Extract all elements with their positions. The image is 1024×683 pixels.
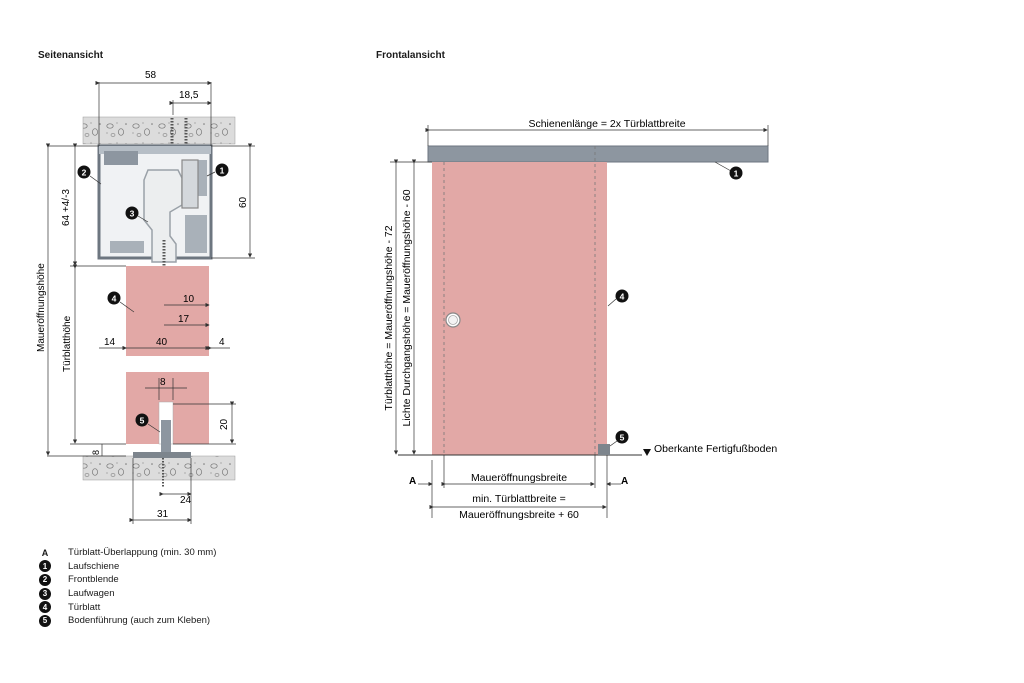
front-view: Schienenlänge = 2x Türblattbreite Türbla… <box>383 118 777 521</box>
clear-height-formula: Lichte Durchgangshöhe = Maueröffnungshöh… <box>401 189 413 426</box>
svg-text:5: 5 <box>140 416 145 426</box>
dim-door-height: Türblatthöhe <box>62 315 73 372</box>
legend-text: Türblatt-Überlappung (min. 30 mm) <box>68 547 217 559</box>
dim-opening-height: Maueröffnungshöhe <box>36 263 47 352</box>
dim-8-side: 8 <box>91 450 101 455</box>
dim-40: 40 <box>156 337 168 348</box>
legend-text: Laufwagen <box>68 588 115 600</box>
front-rail <box>427 145 769 163</box>
opening-width-label: Maueröffnungsbreite <box>471 472 567 484</box>
svg-text:4: 4 <box>620 292 625 302</box>
legend-number-badge: 3 <box>38 587 52 600</box>
side-view: 58 18,5 64 +4/-3 60 Maueröffnungshöhe Tü… <box>36 70 255 524</box>
front-view-heading: Frontalansicht <box>376 50 445 61</box>
svg-text:5: 5 <box>620 433 625 443</box>
legend-number-badge: 2 <box>38 573 52 586</box>
svg-text:2: 2 <box>82 168 87 178</box>
dim-31: 31 <box>157 509 169 520</box>
floor-guide <box>161 420 171 456</box>
legend-number-badge: 4 <box>38 601 52 614</box>
dim-18-5: 18,5 <box>179 90 199 101</box>
callout-4-side: 4 <box>107 291 135 313</box>
dim-17: 17 <box>178 314 190 325</box>
legend-key-label: 2 <box>39 573 51 586</box>
svg-text:4: 4 <box>112 294 117 304</box>
front-door <box>432 162 607 455</box>
legend-item: 1 Laufschiene <box>38 560 216 574</box>
legend-number-badge: 1 <box>38 560 52 573</box>
legend-key-label: A <box>41 547 49 558</box>
min-door-width-label-1: min. Türblattbreite = <box>472 493 565 505</box>
ceiling-concrete <box>82 116 236 145</box>
legend-text: Türblatt <box>68 601 101 613</box>
legend-text: Bodenführung (auch zum Kleben) <box>68 615 211 627</box>
callout-2-side: 2 <box>77 165 102 185</box>
callout-3-side: 3 <box>125 206 149 223</box>
callout-5-front: 5 <box>609 430 629 447</box>
floor-concrete <box>82 455 236 481</box>
dim-64: 64 +4/-3 <box>61 189 72 226</box>
dim-60: 60 <box>238 196 249 208</box>
legend-key-label: 3 <box>39 587 51 600</box>
callout-1-front: 1 <box>714 161 743 180</box>
legend-item: 2 Frontblende <box>38 573 216 587</box>
dim-24: 24 <box>180 495 192 506</box>
legend-item: 3 Laufwagen <box>38 587 216 601</box>
door-upper <box>126 266 209 356</box>
rail-length-label: Schienenlänge = 2x Türblattbreite <box>528 118 685 130</box>
min-door-width-label-2: Maueröffnungsbreite + 60 <box>459 509 579 521</box>
legend-text: Laufschiene <box>68 560 120 572</box>
door-height-formula: Türblatthöhe = Maueröffnungshöhe - 72 <box>383 225 395 410</box>
legend-item: 5 Bodenführung (auch zum Kleben) <box>38 614 216 628</box>
legend-item: 4 Türblatt <box>38 600 216 614</box>
svg-text:3: 3 <box>130 209 135 219</box>
svg-text:1: 1 <box>734 169 739 179</box>
legend-key-label: 4 <box>39 601 51 614</box>
dim-14: 14 <box>104 337 116 348</box>
dim-8-top: 8 <box>160 377 166 388</box>
floor-marker-icon <box>643 449 651 456</box>
callout-1-side: 1 <box>206 163 229 177</box>
callout-4-front: 4 <box>607 289 629 307</box>
overlap-marker-left: A <box>409 476 416 487</box>
callout-5-side: 5 <box>135 413 161 433</box>
overlap-marker-right: A <box>621 476 628 487</box>
legend-key-label: 5 <box>39 614 51 627</box>
legend-letter-key: A <box>38 547 52 559</box>
dim-4: 4 <box>219 337 225 348</box>
dim-10: 10 <box>183 294 195 305</box>
dim-20: 20 <box>219 418 230 430</box>
svg-text:1: 1 <box>220 166 225 176</box>
legend-number-badge: 5 <box>38 614 52 627</box>
legend-text: Frontblende <box>68 574 119 586</box>
dim-58: 58 <box>145 70 157 81</box>
front-floor-guide <box>598 444 610 455</box>
legend: A Türblatt-Überlappung (min. 30 mm) 1 Laufs… <box>38 546 216 628</box>
legend-item: A Türblatt-Überlappung (min. 30 mm) <box>38 546 217 560</box>
side-view-heading: Seitenansicht <box>38 50 104 61</box>
legend-key-label: 1 <box>39 560 51 573</box>
floor-label: Oberkante Fertigfußboden <box>654 443 777 455</box>
